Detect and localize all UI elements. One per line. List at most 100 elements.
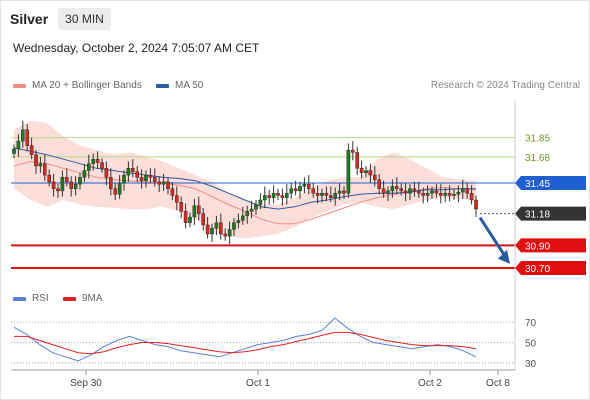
x-tick-sep-30: Sep 30 [70, 378, 102, 389]
level-text: 31.45 [525, 179, 550, 190]
candle-body [452, 194, 456, 196]
candle-body [82, 170, 87, 178]
rsi-tick-50: 50 [525, 339, 537, 350]
candle-body [351, 149, 355, 153]
candle-body [342, 190, 346, 194]
legend-ma50-label: MA 50 [175, 80, 204, 91]
rsi-tick-30: 30 [525, 359, 537, 370]
level-label-31-85: 31.85 [525, 134, 550, 145]
candle-body [315, 192, 320, 196]
bollinger-band [14, 120, 476, 239]
candle-body [240, 215, 245, 221]
candle-body [421, 192, 426, 196]
candle-body [412, 188, 417, 192]
candle-body [399, 188, 404, 192]
candle-body [223, 233, 228, 237]
candle-body [324, 192, 329, 196]
candle-body [373, 174, 377, 180]
candle-body [21, 129, 25, 142]
candle-body [100, 162, 104, 169]
legend-rsi-ma: 9MA [63, 293, 103, 304]
ma20-line [13, 160, 477, 225]
candle-body [395, 186, 399, 189]
candle-body [276, 192, 280, 196]
candle-body [298, 186, 302, 192]
ma-bb-swatch [13, 83, 26, 88]
candle-body [183, 211, 188, 223]
level-text: 30.90 [525, 241, 550, 252]
candle-body [390, 186, 395, 192]
candle-body [192, 205, 197, 218]
interval-button[interactable]: 30 MIN [58, 8, 111, 30]
candle-body [280, 195, 285, 198]
level-label-31-68: 31.68 [525, 153, 550, 164]
candle-body [148, 174, 153, 178]
candle-body [51, 181, 56, 189]
chart-header: Silver 30 MIN [10, 8, 111, 30]
candle-body [271, 192, 276, 198]
candle-body [236, 220, 241, 223]
candle-body [302, 183, 307, 187]
level-label-30-90: 30.90 [515, 238, 586, 253]
symbol-title: Silver [10, 11, 49, 27]
level-text: 31.85 [525, 134, 550, 145]
candle-body [447, 192, 452, 196]
candle-body [86, 163, 91, 171]
timestamp: Wednesday, October 2, 2024 7:05:07 AM CE… [13, 41, 260, 55]
level-label-31-45: 31.45 [515, 176, 586, 190]
research-credit: Research © 2024 Trading Central [430, 80, 580, 91]
candle-body [307, 183, 311, 189]
candle-body [469, 192, 474, 201]
candle-body [135, 171, 140, 178]
candle-body [214, 222, 219, 229]
candle-body [285, 192, 289, 198]
candle-body [60, 177, 65, 192]
candle-body [381, 188, 386, 194]
candle-body [130, 168, 135, 172]
candle-body [245, 211, 250, 217]
candle-body [227, 229, 232, 237]
candle-body [408, 188, 412, 194]
candle-body [355, 152, 360, 169]
rsi-swatch [13, 296, 26, 301]
rsi-series-rsi [13, 317, 477, 362]
candle-body [25, 129, 30, 146]
candle-body [377, 179, 382, 189]
candle-body [56, 188, 60, 192]
candle-body [179, 202, 184, 212]
candle-body [69, 181, 73, 189]
level-tag [515, 206, 586, 221]
candle-body [289, 188, 294, 194]
candle-body [443, 192, 448, 196]
candle-body [439, 192, 443, 196]
rsi-series-9ma [14, 331, 477, 355]
candle-body [196, 205, 201, 214]
candle-body [188, 216, 192, 223]
candle-body [368, 170, 373, 176]
candle-body [359, 168, 364, 173]
candle-body [34, 154, 38, 167]
candle-body [201, 213, 206, 226]
candle-body [95, 158, 100, 163]
legend-ma-bb: MA 20 + Bollinger Bands [13, 80, 142, 91]
candle-body [434, 190, 439, 194]
candle-body [144, 174, 148, 181]
candle-body [64, 177, 69, 183]
candle-body [461, 188, 465, 193]
candle-body [91, 158, 95, 164]
ma50-line [13, 147, 476, 210]
ma50-swatch [156, 83, 169, 88]
candle-body [311, 188, 316, 194]
candle-body [117, 182, 122, 195]
candle-body [417, 190, 421, 194]
candle-body [122, 174, 126, 184]
level-text: 31.68 [525, 153, 550, 164]
level-label-31-18: 31.18 [515, 206, 586, 221]
candle-body [263, 195, 267, 201]
legend-rsi-label: RSI [32, 293, 49, 304]
candle-body [218, 222, 223, 235]
candle-body [16, 140, 21, 150]
legend-ma-bb-label: MA 20 + Bollinger Bands [32, 80, 142, 91]
candle-body [152, 177, 157, 183]
